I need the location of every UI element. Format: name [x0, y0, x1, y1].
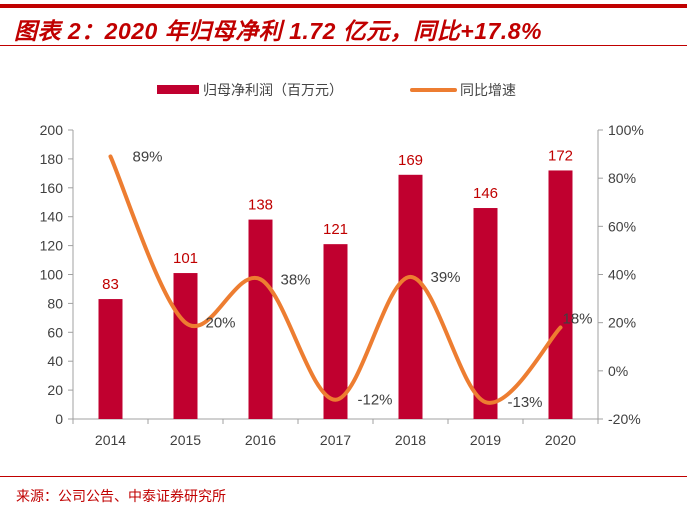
x-tick-label: 2020 [545, 432, 576, 448]
x-tick-label: 2018 [395, 432, 426, 448]
left-tick-label: 100 [40, 267, 64, 283]
left-tick-label: 80 [47, 295, 63, 311]
left-tick-label: 140 [40, 209, 64, 225]
bar-value-label: 169 [398, 152, 423, 169]
line-value-label: 18% [563, 310, 593, 327]
left-tick-label: 160 [40, 180, 64, 196]
bar-2018 [398, 174, 423, 419]
left-tick-label: 200 [40, 122, 64, 138]
bar-2019 [473, 208, 498, 419]
right-tick-label: 100% [608, 122, 644, 138]
source-note: 来源：公司公告、中泰证券研究所 [16, 489, 226, 505]
x-tick-label: 2014 [95, 432, 126, 448]
legend-line-label: 同比增速 [460, 83, 516, 99]
bar-2015 [173, 273, 198, 419]
bar-value-label: 121 [323, 221, 348, 238]
right-tick-label: 60% [608, 218, 636, 234]
left-tick-label: 40 [47, 353, 63, 369]
line-value-label: 39% [431, 269, 461, 286]
line-value-label: -12% [358, 392, 393, 409]
x-tick-label: 2016 [245, 432, 276, 448]
left-tick-label: 120 [40, 238, 64, 254]
line-value-label: 38% [281, 271, 311, 288]
x-tick-label: 2015 [170, 432, 201, 448]
bar-value-label: 172 [548, 147, 573, 164]
x-tick-label: 2017 [320, 432, 351, 448]
legend-bar-label: 归母净利润（百万元） [203, 82, 343, 99]
bar-value-label: 146 [473, 185, 498, 202]
left-tick-label: 0 [55, 411, 63, 427]
line-value-label: -13% [508, 394, 543, 411]
x-tick-label: 2019 [470, 432, 501, 448]
right-tick-label: -20% [608, 411, 641, 427]
growth-line [108, 154, 563, 405]
bar-2020 [548, 170, 573, 419]
right-tick-label: 80% [608, 170, 636, 186]
left-tick-label: 180 [40, 151, 64, 167]
bottom-rule [0, 476, 687, 477]
bar-value-label: 101 [173, 250, 198, 267]
right-tick-label: 20% [608, 315, 636, 331]
right-tick-label: 0% [608, 363, 628, 379]
left-tick-label: 20 [47, 382, 63, 398]
bar-value-label: 138 [248, 197, 273, 214]
bar-2016 [248, 219, 273, 419]
right-tick-label: 40% [608, 267, 636, 283]
line-value-label: 89% [133, 148, 163, 165]
left-tick-label: 60 [47, 324, 63, 340]
top-rule [0, 4, 687, 8]
legend-bar-swatch [157, 85, 199, 94]
combo-chart: 0 20 40 60 80 100 120 140 160 180 200 -20% 0% 20% 40% 6… [40, 82, 644, 448]
bar-2017 [323, 244, 348, 419]
bar-2014 [98, 299, 123, 419]
bar-value-label: 83 [102, 276, 119, 293]
figure-title: 图表 2：2020 年归母净利 1.72 亿元，同比+17.8% [14, 18, 542, 44]
line-value-label: 20% [206, 315, 236, 332]
title-rule [0, 45, 687, 46]
